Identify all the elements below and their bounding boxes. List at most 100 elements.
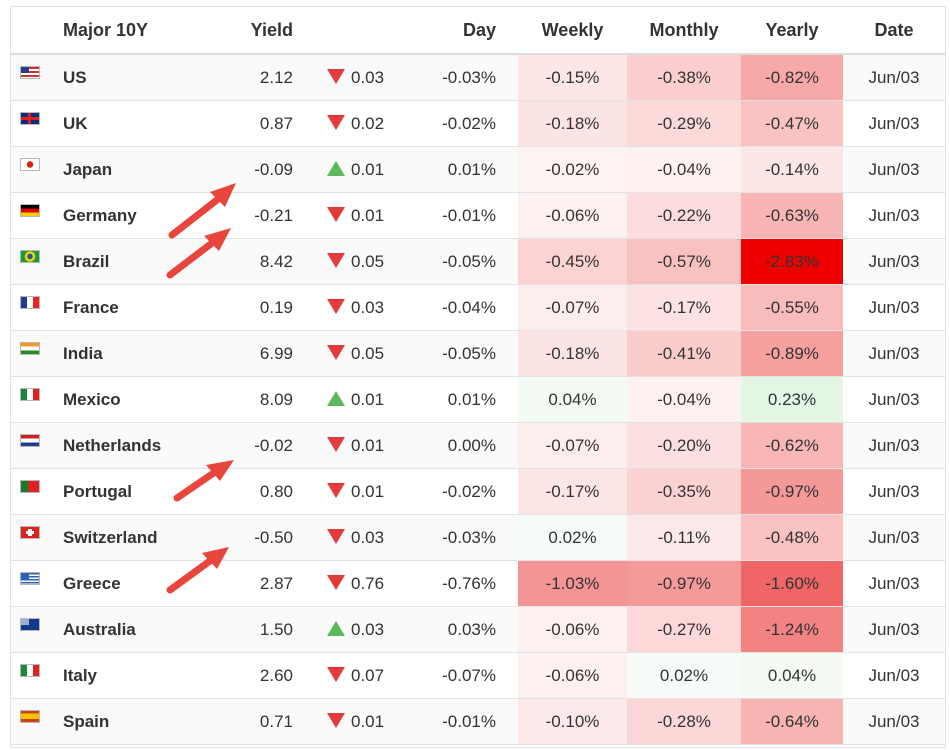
yield-value: 0.87 <box>211 100 303 147</box>
date-value: Jun/03 <box>843 238 945 285</box>
weekly-header[interactable]: Weekly <box>518 7 627 55</box>
header-row: Major 10Y Yield Day Weekly Monthly Yearl… <box>11 7 945 55</box>
yield-value: 0.19 <box>211 284 303 331</box>
country-link[interactable]: Spain <box>49 698 211 745</box>
date-value: Jun/03 <box>843 606 945 653</box>
country-link[interactable]: UK <box>49 100 211 147</box>
date-header[interactable]: Date <box>843 7 945 55</box>
yearly-change: -0.14% <box>741 146 843 193</box>
date-value: Jun/03 <box>843 146 945 193</box>
weekly-change: -0.07% <box>518 284 627 331</box>
mexico-flag <box>11 376 49 423</box>
brazil-flag <box>11 238 49 285</box>
yield-value: 1.50 <box>211 606 303 653</box>
yield-value: -0.50 <box>211 514 303 561</box>
date-value: Jun/03 <box>843 468 945 515</box>
yearly-change: 0.23% <box>741 376 843 423</box>
change-cell: 0.76 <box>303 560 413 607</box>
table-row[interactable]: Switzerland -0.50 0.03 -0.03% 0.02% -0.11% -0.… <box>11 514 945 561</box>
country-link[interactable]: Brazil <box>49 238 211 285</box>
yield-value: 0.80 <box>211 468 303 515</box>
spain-flag <box>11 698 49 745</box>
yearly-change: 0.04% <box>741 652 843 699</box>
country-link[interactable]: Greece <box>49 560 211 607</box>
table-row[interactable]: Netherlands -0.02 0.01 0.00% -0.07% -0.20% -0.… <box>11 422 945 469</box>
table-row[interactable]: Portugal 0.80 0.01 -0.02% -0.17% -0.35% -0.97%… <box>11 468 945 515</box>
country-link[interactable]: Switzerland <box>49 514 211 561</box>
change-cell: 0.01 <box>303 468 413 515</box>
change-cell: 0.03 <box>303 514 413 561</box>
netherlands-flag <box>11 422 49 469</box>
change-value: 0.02 <box>351 113 385 133</box>
change-cell: 0.05 <box>303 330 413 377</box>
yield-header[interactable]: Yield <box>211 7 303 55</box>
weekly-change: -0.10% <box>518 698 627 745</box>
down-arrow-icon <box>327 528 345 544</box>
switzerland-flag <box>11 514 49 561</box>
weekly-change: -0.02% <box>518 146 627 193</box>
table-row[interactable]: Italy 2.60 0.07 -0.07% -0.06% 0.02% 0.04% Jun/0… <box>11 652 945 699</box>
table-row[interactable]: UK 0.87 0.02 -0.02% -0.18% -0.29% -0.47% Jun/03 <box>11 100 945 147</box>
country-link[interactable]: Italy <box>49 652 211 699</box>
italy-flag <box>11 652 49 699</box>
day-change: 0.01% <box>413 146 518 193</box>
country-link[interactable]: US <box>49 54 211 101</box>
change-value: 0.01 <box>351 435 385 455</box>
change-value: 0.01 <box>351 711 385 731</box>
change-cell: 0.01 <box>303 192 413 239</box>
yearly-header[interactable]: Yearly <box>741 7 843 55</box>
country-link[interactable]: Japan <box>49 146 211 193</box>
day-header[interactable]: Day <box>413 7 518 55</box>
major-10y-header[interactable]: Major 10Y <box>49 7 211 55</box>
monthly-header[interactable]: Monthly <box>627 7 741 55</box>
change-value: 0.03 <box>351 67 385 87</box>
yearly-change: -0.62% <box>741 422 843 469</box>
yield-value: -0.21 <box>211 192 303 239</box>
day-change: -0.02% <box>413 468 518 515</box>
table-row[interactable]: Japan -0.09 0.01 0.01% -0.02% -0.04% -0.14% Jun… <box>11 146 945 193</box>
date-value: Jun/03 <box>843 54 945 101</box>
weekly-change: -0.18% <box>518 330 627 377</box>
yearly-change: -1.60% <box>741 560 843 607</box>
country-link[interactable]: India <box>49 330 211 377</box>
table-row[interactable]: Greece 2.87 0.76 -0.76% -1.03% -0.97% -1.60% Ju… <box>11 560 945 607</box>
table-row[interactable]: Spain 0.71 0.01 -0.01% -0.10% -0.28% -0.64% Jun… <box>11 698 945 745</box>
change-value: 0.05 <box>351 251 385 271</box>
change-value: 0.01 <box>351 481 385 501</box>
yield-value: 2.12 <box>211 54 303 101</box>
monthly-change: -0.11% <box>627 514 741 561</box>
country-link[interactable]: Germany <box>49 192 211 239</box>
yield-value: 8.42 <box>211 238 303 285</box>
monthly-change: -0.27% <box>627 606 741 653</box>
table-row[interactable]: India 6.99 0.05 -0.05% -0.18% -0.41% -0.89% Jun… <box>11 330 945 377</box>
country-link[interactable]: Portugal <box>49 468 211 515</box>
yield-value: 2.60 <box>211 652 303 699</box>
yearly-change: -1.24% <box>741 606 843 653</box>
table-row[interactable]: Brazil 8.42 0.05 -0.05% -0.45% -0.57% -2.83% Ju… <box>11 238 945 285</box>
country-link[interactable]: Mexico <box>49 376 211 423</box>
table-row[interactable]: Australia 1.50 0.03 0.03% -0.06% -0.27% -1.24%… <box>11 606 945 653</box>
yearly-change: -0.48% <box>741 514 843 561</box>
country-link[interactable]: Netherlands <box>49 422 211 469</box>
country-link[interactable]: Australia <box>49 606 211 653</box>
yearly-change: -0.55% <box>741 284 843 331</box>
table-row[interactable]: US 2.12 0.03 -0.03% -0.15% -0.38% -0.82% Jun/03 <box>11 54 945 101</box>
date-value: Jun/03 <box>843 560 945 607</box>
us-flag <box>11 54 49 101</box>
change-value: 0.01 <box>351 205 385 225</box>
country-link[interactable]: France <box>49 284 211 331</box>
uk-flag <box>11 100 49 147</box>
australia-flag <box>11 606 49 653</box>
change-value: 0.01 <box>351 389 385 409</box>
monthly-change: -0.29% <box>627 100 741 147</box>
yearly-change: -0.64% <box>741 698 843 745</box>
change-cell: 0.01 <box>303 376 413 423</box>
table-row[interactable]: Germany -0.21 0.01 -0.01% -0.06% -0.22% -0.63%… <box>11 192 945 239</box>
table-row[interactable]: Mexico 8.09 0.01 0.01% 0.04% -0.04% 0.23% Jun/0… <box>11 376 945 423</box>
down-arrow-icon <box>327 298 345 314</box>
change-value: 0.03 <box>351 619 385 639</box>
day-change: -0.03% <box>413 514 518 561</box>
change-value: 0.03 <box>351 297 385 317</box>
table-row[interactable]: France 0.19 0.03 -0.04% -0.07% -0.17% -0.55% Ju… <box>11 284 945 331</box>
monthly-change: -0.28% <box>627 698 741 745</box>
